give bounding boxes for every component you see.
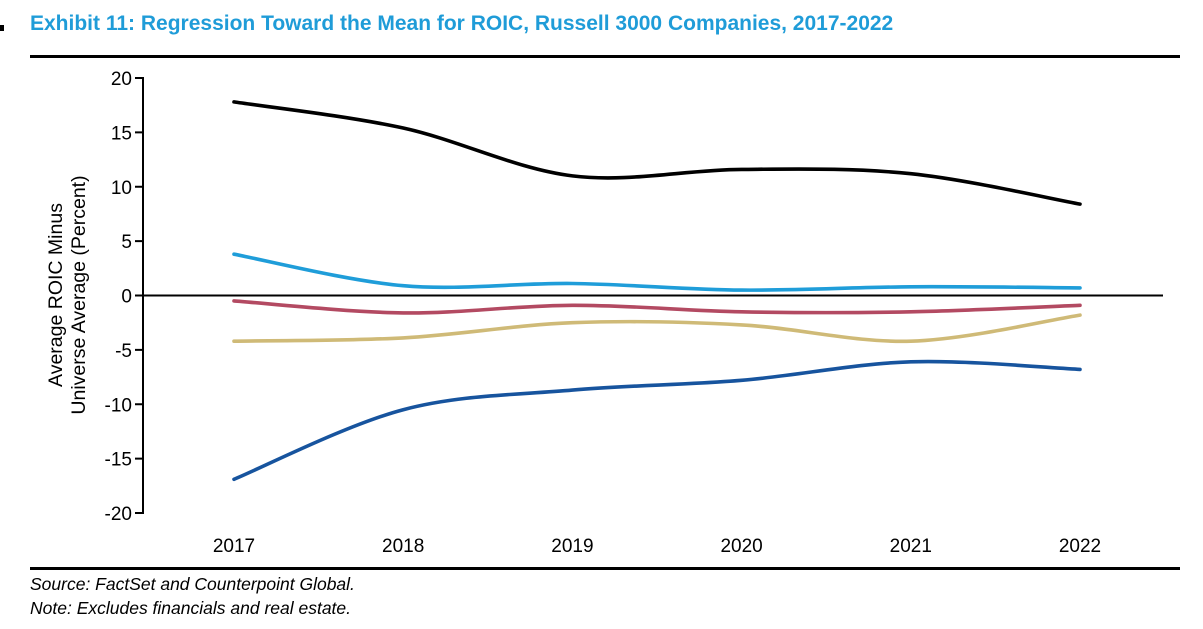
y-tick-label: -20 — [105, 504, 132, 525]
y-tick-label: 5 — [121, 232, 132, 253]
page-title: Exhibit 11: Regression Toward the Mean f… — [30, 12, 894, 35]
svg-text:Average ROIC MinusUniverse Ave: Average ROIC MinusUniverse Average (Perc… — [45, 175, 90, 414]
y-tick-label: -15 — [105, 450, 132, 471]
y-tick-label: 20 — [111, 69, 132, 90]
x-tick-label: 2017 — [213, 536, 255, 557]
x-tick-label: 2019 — [551, 536, 593, 557]
title-divider-rule — [30, 55, 1180, 58]
y-tick-label: 0 — [121, 287, 132, 308]
x-tick-label: 2020 — [720, 536, 762, 557]
x-tick-label: 2021 — [890, 536, 932, 557]
y-axis-title: Average ROIC MinusUniverse Average (Perc… — [45, 175, 90, 414]
x-tick-label: 2022 — [1059, 536, 1101, 557]
series-crimson-line — [232, 299, 1082, 315]
note-text: Note: Excludes financials and real estat… — [30, 598, 352, 618]
series-dark-blue-line — [232, 359, 1082, 482]
y-tick-label: 15 — [111, 123, 132, 144]
x-tick-label: 2018 — [382, 536, 424, 557]
series-black-line — [232, 100, 1082, 206]
edge-artifact — [0, 25, 4, 31]
series-tan-line — [232, 313, 1082, 344]
footer-divider-rule — [30, 567, 1180, 570]
y-tick-label: -5 — [115, 341, 132, 362]
series-light-blue-line — [232, 252, 1082, 292]
source-text: Source: FactSet and Counterpoint Global. — [30, 574, 355, 594]
y-tick-label: 10 — [111, 178, 132, 199]
y-tick-label: -10 — [105, 395, 132, 416]
